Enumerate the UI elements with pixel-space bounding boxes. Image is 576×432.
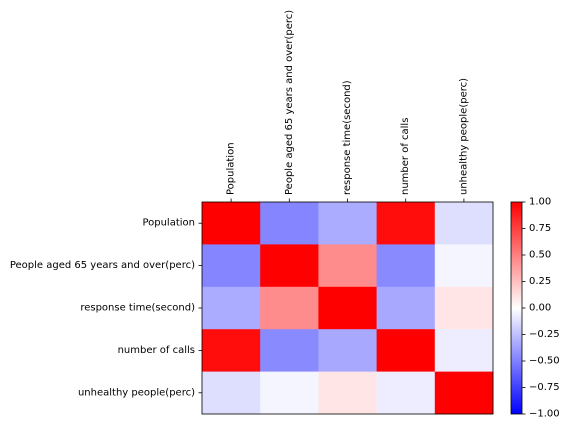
heatmap-cell-3-3 (376, 329, 436, 372)
row-labels: Population People aged 65 years and over(… (10, 218, 202, 398)
heatmap-cell-0-3 (376, 202, 436, 245)
colorbar-tick-label: −1.00 (529, 409, 560, 420)
column-tick-label: unhealthy people(perc) (458, 78, 469, 195)
column-tick-label: Population (226, 142, 237, 195)
column-tick-label: People aged 65 years and over(perc) (284, 10, 295, 195)
colorbar-tick-label: 0.00 (529, 303, 551, 314)
colorbar-tick-label: 0.75 (529, 223, 551, 234)
heatmap-cell-1-2 (318, 244, 377, 288)
heatmap-cell-3-2 (318, 329, 377, 372)
heatmap-cell-4-0 (202, 371, 261, 415)
heatmap-cell-1-1 (260, 244, 319, 288)
heatmap-cell-1-0 (202, 244, 261, 288)
heatmap-cell-4-2 (318, 371, 377, 415)
heatmap-cell-4-1 (260, 371, 319, 415)
heatmap-cell-0-2 (318, 202, 377, 245)
heatmap-cell-2-3 (376, 286, 436, 330)
row-tick-label: People aged 65 years and over(perc) (10, 260, 195, 271)
heatmap-cell-4-4 (434, 371, 494, 415)
heatmap-cell-2-1 (260, 286, 319, 330)
heatmap-cell-1-4 (434, 244, 494, 288)
row-tick-label: number of calls (118, 345, 195, 356)
heatmap-cells (202, 202, 494, 415)
heatmap-cell-3-1 (260, 329, 319, 372)
colorbar-tick-label: −0.75 (529, 382, 560, 393)
row-tick-label: unhealthy people(perc) (78, 387, 195, 398)
column-tick-label: number of calls (400, 118, 411, 195)
colorbar-tick-label: −0.50 (529, 356, 560, 367)
colorbar: 1.00 0.75 0.50 0.25 0.00 −0.25 −0.50 −0.75 −1.00 (510, 197, 560, 420)
heatmap-cell-0-4 (434, 202, 494, 245)
heatmap-cell-1-3 (376, 244, 436, 288)
heatmap-cell-2-2 (318, 286, 377, 330)
heatmap-cell-0-1 (260, 202, 319, 245)
heatmap-cell-2-4 (434, 286, 494, 330)
heatmap-cell-3-4 (434, 329, 494, 372)
column-tick-label: response time(second) (342, 80, 353, 195)
heatmap-cell-2-0 (202, 286, 261, 330)
heatmap-cell-0-0 (202, 202, 261, 245)
column-labels: Population People aged 65 years and over(… (226, 10, 469, 202)
heatmap-cell-3-0 (202, 329, 261, 372)
colorbar-tick-label: 1.00 (529, 197, 551, 208)
colorbar-tick-label: −0.25 (529, 329, 560, 340)
heatmap-cell-4-3 (376, 371, 436, 415)
row-tick-label: Population (142, 218, 195, 229)
colorbar-gradient (510, 201, 523, 415)
row-tick-label: response time(second) (80, 303, 195, 314)
colorbar-tick-label: 0.50 (529, 250, 551, 261)
colorbar-tick-label: 0.25 (529, 276, 551, 287)
